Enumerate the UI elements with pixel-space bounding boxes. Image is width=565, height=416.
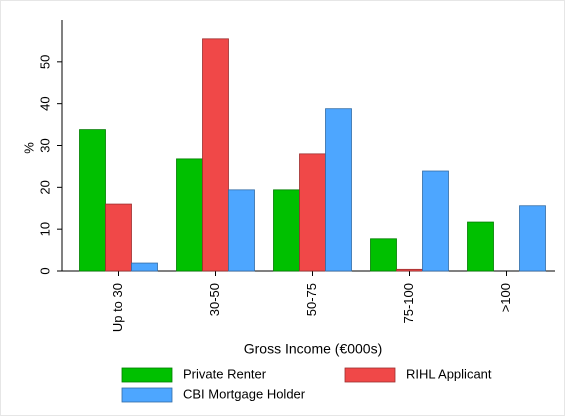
x-tick-label: >100 [498,283,513,312]
bar [467,221,494,272]
x-axis-title: Gross Income (€000s) [244,341,383,357]
bar [273,189,300,272]
bar [396,268,423,272]
y-tick-label: 0 [37,267,52,274]
legend-swatch [121,387,173,403]
bar [228,189,255,272]
bar [370,238,397,272]
bar [131,262,158,272]
y-tick-label: 40 [37,96,52,110]
bar [176,158,203,272]
bar [519,205,546,272]
legend-label: RIHL Applicant [406,366,492,381]
legend-swatch [344,367,396,383]
bar [105,203,132,272]
bar [325,108,352,272]
bar [79,129,106,272]
y-axis-title: % [21,142,36,154]
y-tick-label: 50 [37,55,52,69]
x-tick-label: 30-50 [207,283,222,316]
x-tick-label: 50-75 [304,283,319,316]
legend-label: Private Renter [183,366,267,381]
bar [202,38,229,272]
y-tick-label: 20 [37,180,52,194]
x-tick-label: 75-100 [401,283,416,323]
legend-label: CBI Mortgage Holder [183,386,306,401]
bar [422,170,449,272]
bar [299,153,326,272]
legend-swatch [121,367,173,383]
y-tick-label: 10 [37,222,52,236]
y-tick-label: 30 [37,138,52,152]
x-tick-label: Up to 30 [110,283,125,332]
